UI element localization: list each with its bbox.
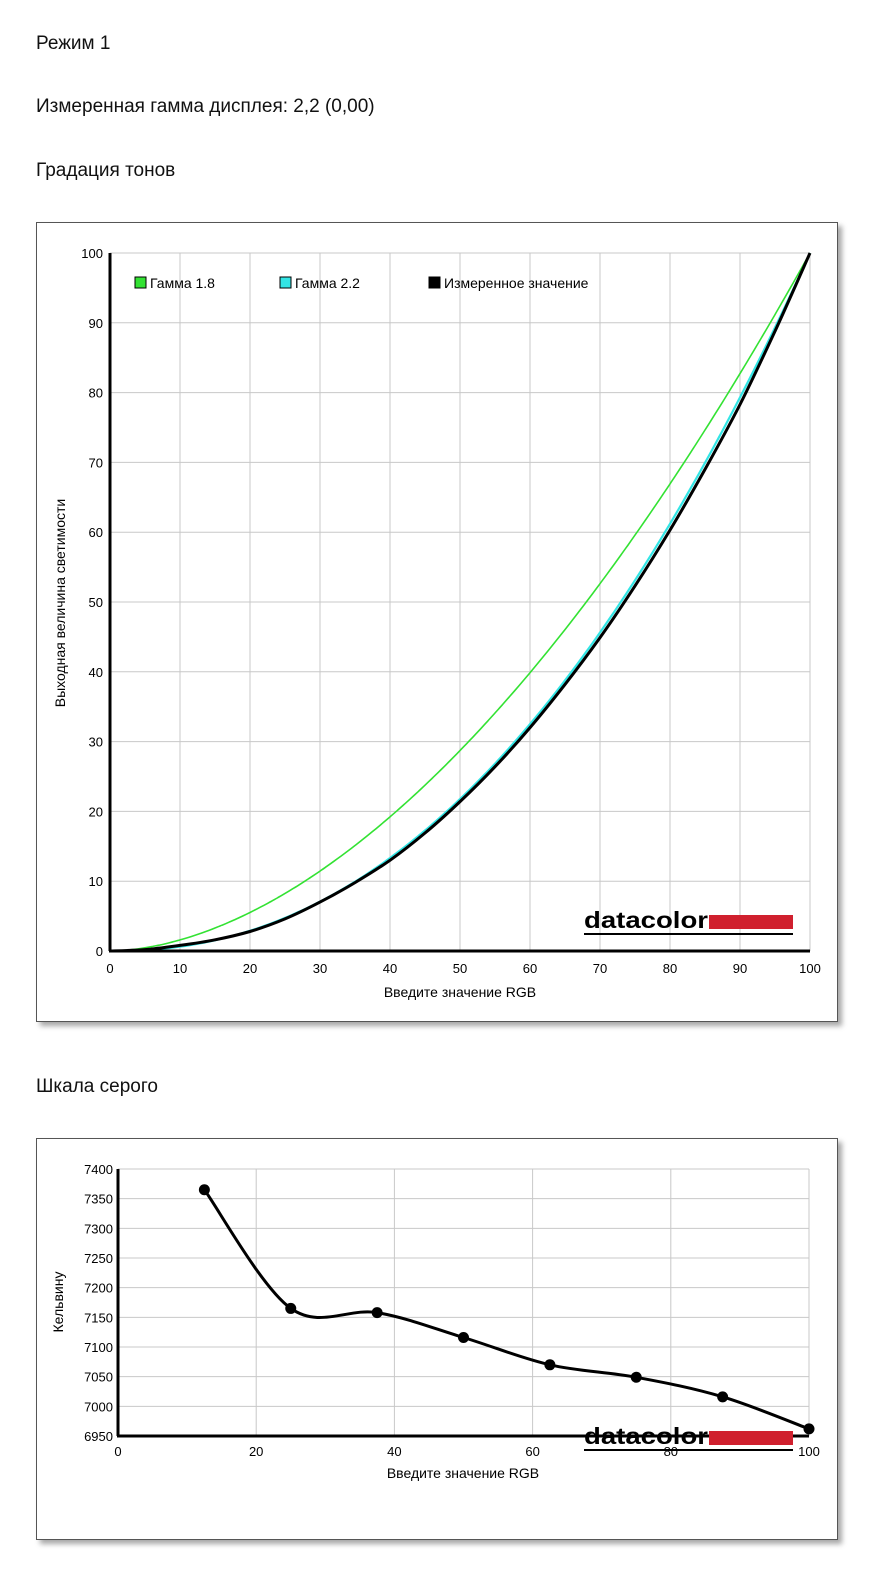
x-tick-label: 0 bbox=[114, 1444, 121, 1459]
data-point-marker bbox=[285, 1302, 297, 1314]
x-tick-label: 0 bbox=[106, 961, 113, 976]
y-axis-label: Кельвину bbox=[50, 1272, 66, 1333]
x-tick-label: 60 bbox=[523, 961, 537, 976]
logo-text: datacolor bbox=[584, 907, 708, 933]
y-tick-label: 40 bbox=[89, 665, 103, 680]
y-tick-label: 80 bbox=[89, 386, 103, 401]
y-tick-label: 6950 bbox=[84, 1429, 113, 1444]
legend-label: Гамма 2.2 bbox=[295, 275, 360, 291]
y-tick-label: 100 bbox=[81, 246, 103, 261]
y-tick-label: 7050 bbox=[84, 1370, 113, 1385]
x-tick-label: 100 bbox=[799, 961, 821, 976]
y-tick-label: 7100 bbox=[84, 1340, 113, 1355]
grayscale-heading: Шкала серого bbox=[36, 1076, 158, 1097]
legend-swatch bbox=[134, 276, 147, 289]
logo-text: datacolor bbox=[584, 1423, 708, 1449]
axes bbox=[116, 1169, 809, 1438]
grid-lines bbox=[117, 1168, 810, 1437]
y-tick-label: 7200 bbox=[84, 1281, 113, 1296]
x-tick-label: 100 bbox=[798, 1444, 820, 1459]
x-tick-label: 20 bbox=[249, 1444, 263, 1459]
data-point-marker bbox=[544, 1359, 556, 1371]
tone-gradation-chart: 0 10 20 30 40 50 60 70 80 90 100 0 10 20 30 40 50 60 70 80… bbox=[52, 246, 821, 1000]
x-tick-label: 60 bbox=[525, 1444, 539, 1459]
data-point-marker bbox=[458, 1332, 469, 1344]
x-axis-label: Введите значение RGB bbox=[384, 984, 536, 1000]
legend-label: Измеренное значение bbox=[444, 275, 589, 291]
data-point-marker bbox=[198, 1184, 210, 1196]
y-tick-labels: 6950 7000 7050 7100 7150 7200 7250 7300 7350 7400 bbox=[84, 1162, 113, 1444]
measured-gamma-label: Измеренная гамма дисплея: 2,2 (0,00) bbox=[36, 96, 375, 117]
mode-label: Режим 1 bbox=[36, 33, 111, 54]
y-tick-label: 7150 bbox=[84, 1310, 113, 1325]
logo-red-bar bbox=[709, 915, 793, 929]
x-tick-labels: 0 20 40 60 80 100 bbox=[114, 1444, 819, 1459]
legend-swatch bbox=[428, 276, 441, 289]
x-tick-label: 90 bbox=[733, 961, 747, 976]
y-tick-label: 10 bbox=[89, 874, 103, 889]
x-tick-label: 10 bbox=[173, 961, 187, 976]
y-tick-label: 20 bbox=[89, 804, 103, 819]
series-lines bbox=[109, 252, 812, 953]
y-tick-label: 50 bbox=[89, 595, 103, 610]
y-tick-label: 7300 bbox=[84, 1221, 113, 1236]
grayscale-chart-panel: 0 20 40 60 80 100 6950 7000 7050 7100 7150 7200 725… bbox=[36, 1138, 838, 1540]
y-tick-label: 0 bbox=[96, 944, 103, 959]
y-tick-labels: 0 10 20 30 40 50 60 70 80 90 100 bbox=[81, 246, 103, 959]
data-point-marker bbox=[371, 1307, 383, 1319]
legend-label: Гамма 1.8 bbox=[150, 275, 215, 291]
y-tick-label: 7400 bbox=[84, 1162, 113, 1177]
y-tick-label: 7350 bbox=[84, 1192, 113, 1207]
x-tick-label: 70 bbox=[593, 961, 607, 976]
x-tick-label: 20 bbox=[243, 961, 257, 976]
x-tick-label: 50 bbox=[453, 961, 467, 976]
series-line-measured bbox=[109, 252, 812, 953]
data-point-marker bbox=[803, 1423, 815, 1435]
y-tick-label: 30 bbox=[89, 735, 103, 750]
tone-gradation-heading: Градация тонов bbox=[36, 160, 176, 181]
data-point-marker bbox=[717, 1391, 729, 1403]
x-axis-label: Введите значение RGB bbox=[387, 1465, 539, 1481]
y-tick-label: 70 bbox=[89, 455, 103, 470]
x-tick-label: 80 bbox=[663, 961, 677, 976]
axes bbox=[108, 253, 810, 953]
data-point-marker bbox=[630, 1371, 642, 1383]
series-markers bbox=[198, 1184, 815, 1435]
legend: Гамма 1.8 Гамма 2.2 Измеренное значение bbox=[134, 275, 589, 291]
grid-lines bbox=[109, 252, 811, 952]
x-tick-label: 40 bbox=[387, 1444, 401, 1459]
y-tick-label: 7000 bbox=[84, 1399, 113, 1414]
x-tick-label: 30 bbox=[313, 961, 327, 976]
x-tick-label: 80 bbox=[664, 1444, 678, 1459]
x-tick-labels: 0 10 20 30 40 50 60 70 80 90 100 bbox=[106, 961, 820, 976]
y-tick-label: 60 bbox=[89, 525, 103, 540]
legend-swatch bbox=[279, 276, 292, 289]
series-line-gamma-1-8 bbox=[109, 252, 811, 952]
y-tick-label: 90 bbox=[89, 316, 103, 331]
datacolor-logo: datacolor bbox=[584, 1423, 793, 1451]
grayscale-chart: 0 20 40 60 80 100 6950 7000 7050 7100 7150 7200 725… bbox=[50, 1162, 820, 1481]
logo-red-bar bbox=[709, 1431, 793, 1445]
x-tick-label: 40 bbox=[383, 961, 397, 976]
y-tick-label: 7250 bbox=[84, 1251, 113, 1266]
datacolor-logo: datacolor bbox=[584, 907, 793, 935]
y-axis-label: Выходная величина светимости bbox=[52, 499, 68, 707]
tone-chart-panel: 0 10 20 30 40 50 60 70 80 90 100 0 10 20 30 40 50 60 70 80… bbox=[36, 222, 838, 1022]
